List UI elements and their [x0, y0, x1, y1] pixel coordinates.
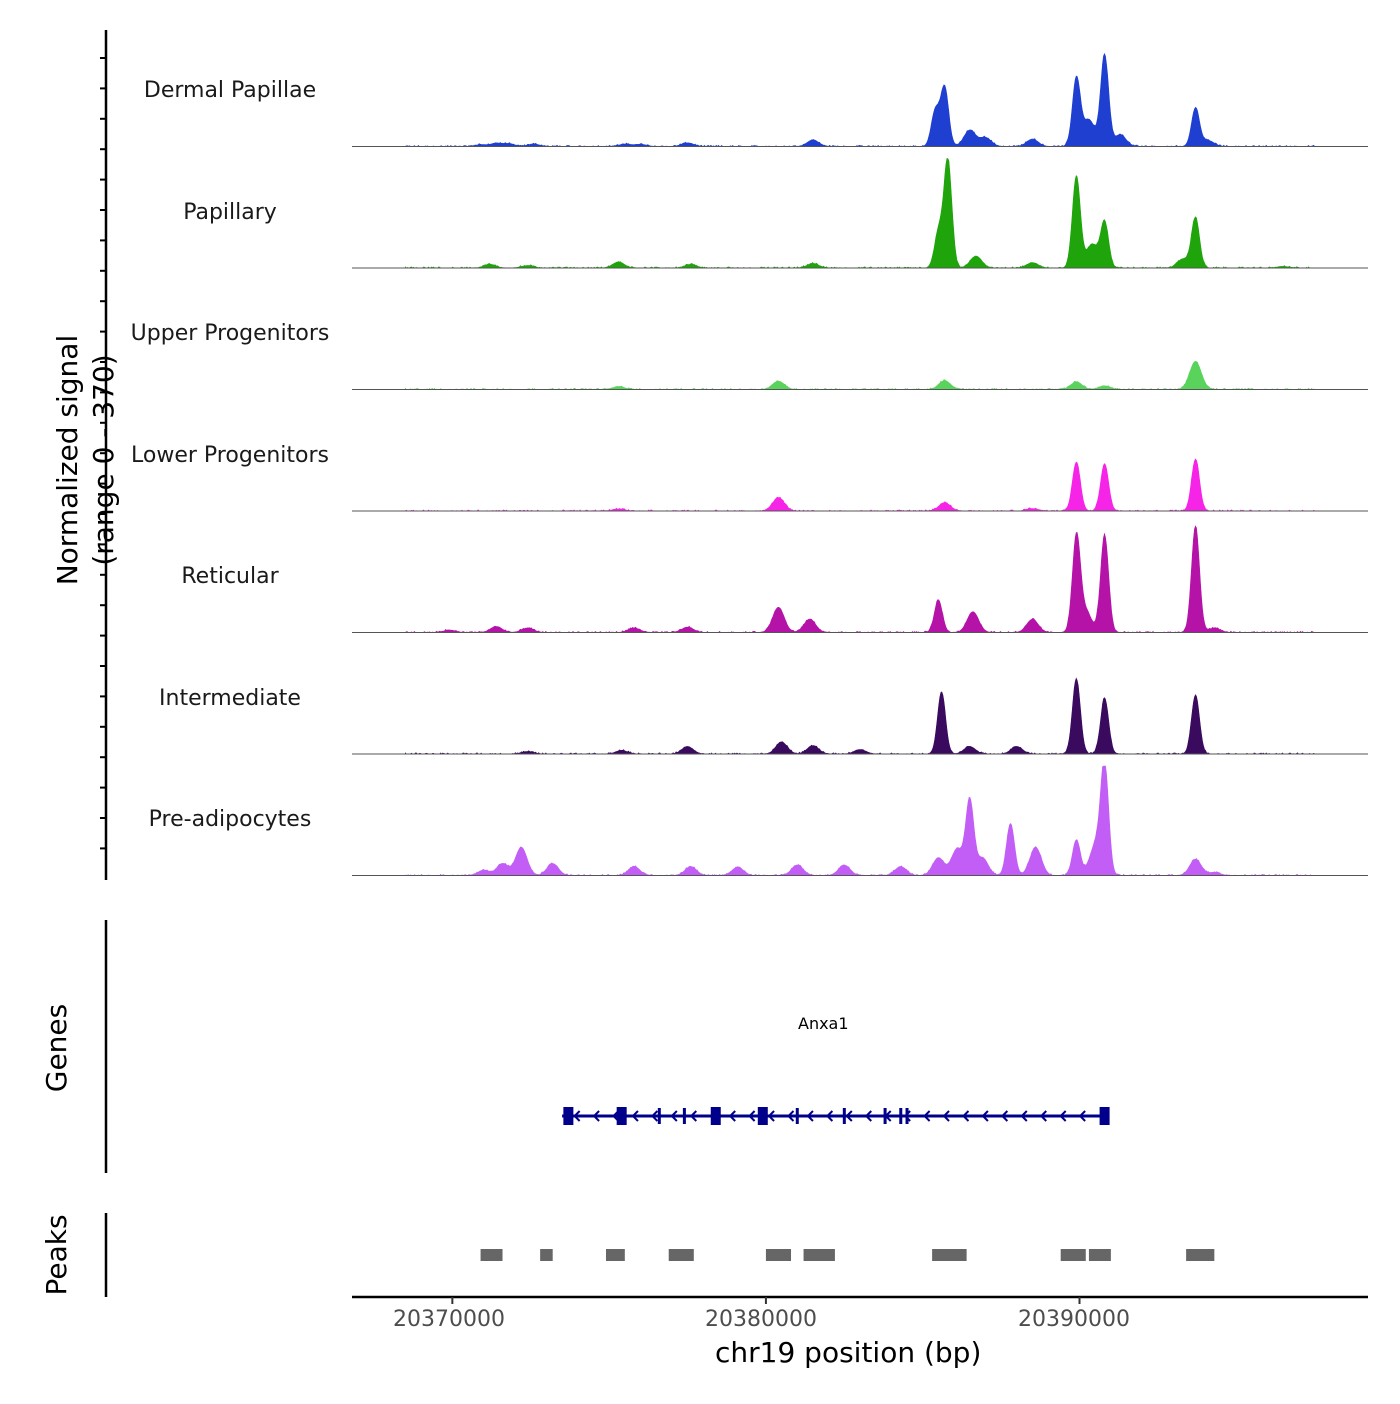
peak-region-4 — [668, 1249, 694, 1261]
gene-strand-arrow — [942, 1110, 950, 1122]
signal-area-track-2 — [405, 158, 1315, 269]
gene-exon — [563, 1107, 574, 1125]
x-tick-label-1: 20370000 — [393, 1307, 505, 1332]
signal-area-track-1 — [405, 52, 1315, 147]
peaks-axis-title: Peaks — [40, 1214, 73, 1296]
gene-strand-arrow — [981, 1110, 989, 1122]
signal-area-track-7 — [405, 765, 1315, 876]
gene-strand-arrow — [962, 1110, 970, 1122]
gene-strand-arrow — [1000, 1110, 1009, 1122]
x-axis-title: chr19 position (bp) — [715, 1336, 982, 1369]
genes-axis-title: Genes — [40, 1003, 73, 1093]
peak-region-7 — [932, 1249, 967, 1261]
peak-region-8 — [1060, 1249, 1086, 1261]
peak-region-2 — [540, 1249, 553, 1261]
gene-exon — [905, 1108, 909, 1124]
track-label-upper-progenitors: Upper Progenitors — [130, 321, 330, 346]
peak-region-5 — [765, 1249, 792, 1261]
gene-exon — [899, 1108, 903, 1124]
track-label-intermediate: Intermediate — [159, 686, 301, 711]
peak-region-6 — [803, 1249, 835, 1261]
gene-exon — [757, 1107, 768, 1125]
signal-area-track-3 — [405, 360, 1315, 390]
gene-strand-arrow — [767, 1110, 775, 1122]
x-tick-label-2: 20380000 — [705, 1307, 817, 1332]
signal-area-track-6 — [405, 677, 1315, 755]
peak-region-3 — [606, 1249, 625, 1261]
gene-strand-arrow — [806, 1110, 814, 1122]
gene-strand-arrow — [1039, 1110, 1047, 1122]
gene-exon — [682, 1108, 686, 1124]
gene-strand-arrow — [728, 1110, 736, 1122]
gene-strand-arrow — [689, 1110, 698, 1122]
y-axis-title-line1: Normalized signal — [51, 334, 84, 586]
gene-strand-arrow — [1078, 1110, 1086, 1122]
gene-strand-arrow — [825, 1110, 834, 1122]
track-label-pre-adipocytes: Pre-adipocytes — [148, 807, 312, 832]
gene-strand-arrow — [592, 1110, 600, 1122]
gene-strand-arrow — [787, 1110, 795, 1122]
gene-label-anxa1: Anxa1 — [798, 1014, 849, 1033]
track-label-lower-progenitors: Lower Progenitors — [131, 443, 329, 468]
gene-exon — [795, 1108, 799, 1124]
gene-exon — [657, 1108, 661, 1124]
gene-exon — [616, 1107, 627, 1125]
signal-area-track-4 — [405, 458, 1315, 512]
gene-exon — [710, 1107, 721, 1125]
track-label-dermal-papillae: Dermal Papillae — [143, 78, 317, 103]
gene-strand-arrow — [573, 1110, 581, 1122]
peak-region-9 — [1088, 1249, 1111, 1261]
track-label-reticular: Reticular — [181, 564, 279, 589]
gene-strand-arrow — [670, 1110, 678, 1122]
x-tick-label-3: 20390000 — [1018, 1307, 1130, 1332]
gene-strand-arrow — [1059, 1110, 1067, 1122]
track-label-papillary: Papillary — [183, 200, 277, 225]
peak-region-1 — [480, 1249, 503, 1261]
peak-region-10 — [1186, 1249, 1215, 1261]
gene-strand-arrow — [631, 1110, 639, 1122]
gene-strand-arrow — [864, 1110, 872, 1122]
gene-strand-arrow — [748, 1110, 756, 1122]
gene-exon — [883, 1108, 887, 1124]
gene-strand-arrow — [923, 1110, 931, 1122]
gene-strand-arrow — [845, 1110, 853, 1122]
signal-area-track-5 — [405, 525, 1315, 633]
gene-strand-arrow — [1020, 1110, 1028, 1122]
gene-strand-arrow — [650, 1110, 659, 1122]
gene-exon — [842, 1108, 846, 1124]
gene-exon — [1099, 1107, 1110, 1125]
